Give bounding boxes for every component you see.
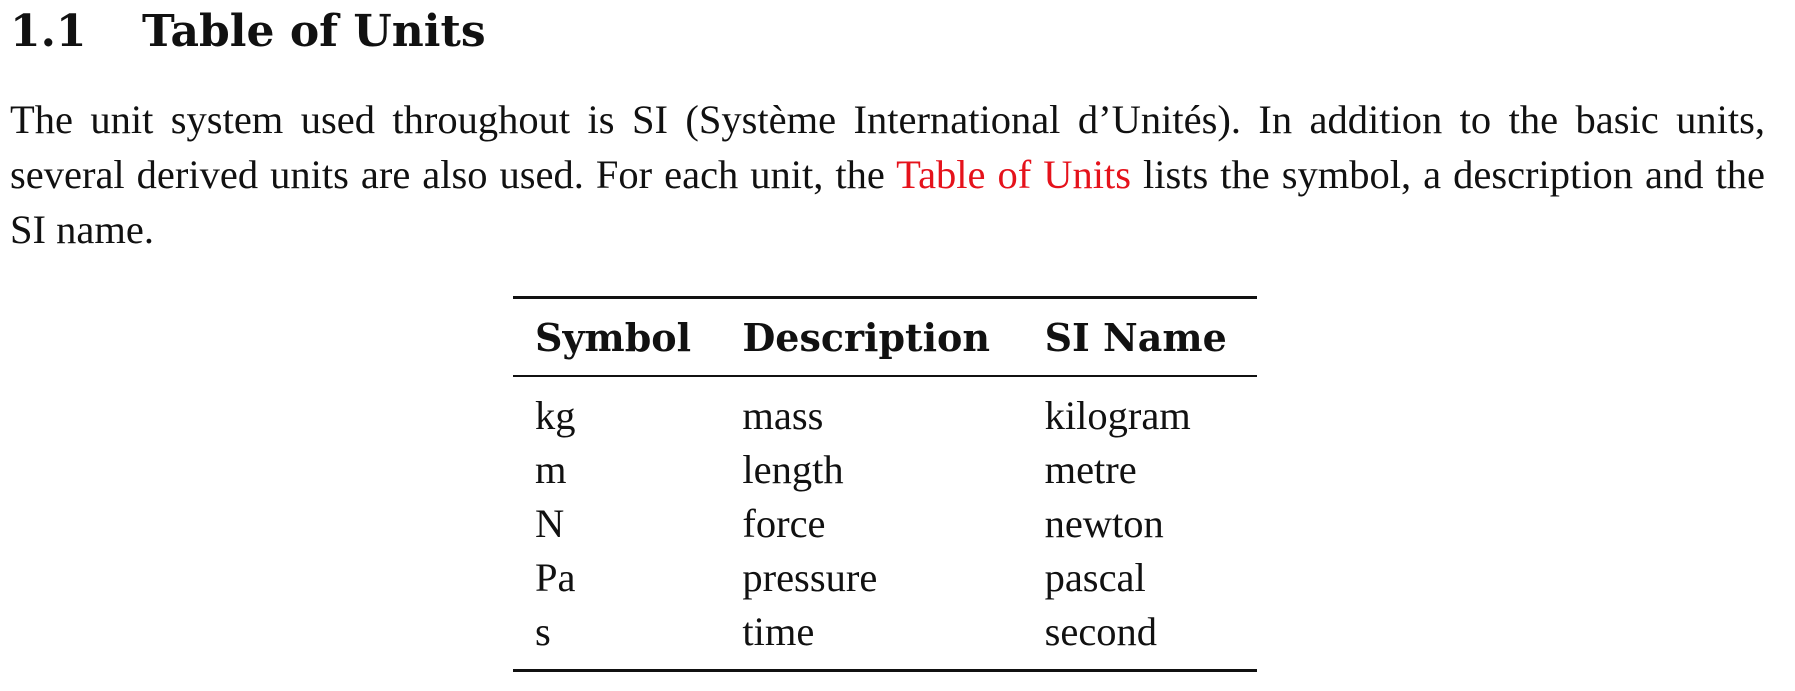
cell-description: force xyxy=(742,501,826,546)
section-heading: 1.1 Table of Units xyxy=(10,6,486,58)
header-description: Description xyxy=(742,314,990,360)
table-row: s time second xyxy=(513,605,1257,671)
header-row: Symbol Description SI Name xyxy=(513,297,1257,376)
cell-symbol: kg xyxy=(535,393,576,438)
cell-si-name: metre xyxy=(1044,447,1137,492)
cell-si-name: newton xyxy=(1044,501,1164,546)
table-row: kg mass kilogram xyxy=(513,376,1257,443)
cell-description: time xyxy=(742,609,815,654)
intro-text-part2: lists the symbol, a description and the … xyxy=(10,152,1765,252)
header-si-name: SI Name xyxy=(1044,314,1227,360)
cell-symbol: m xyxy=(535,447,567,492)
table-body: kg mass kilogram m length metre N force … xyxy=(513,376,1257,671)
header-symbol: Symbol xyxy=(535,314,692,360)
intro-paragraph: The unit system used throughout is SI (S… xyxy=(10,92,1765,257)
cell-description: pressure xyxy=(742,555,878,600)
section-title: Table of Units xyxy=(142,6,486,57)
cell-si-name: pascal xyxy=(1044,555,1146,600)
cell-symbol: Pa xyxy=(535,555,576,600)
units-table: Symbol Description SI Name kg mass kilog… xyxy=(513,296,1257,672)
cell-description: length xyxy=(742,447,844,492)
table-of-units-link[interactable]: Table of Units xyxy=(896,152,1132,197)
cell-si-name: kilogram xyxy=(1044,393,1191,438)
table-row: Pa pressure pascal xyxy=(513,551,1257,605)
cell-symbol: N xyxy=(535,501,565,546)
table-row: m length metre xyxy=(513,443,1257,497)
table-row: N force newton xyxy=(513,497,1257,551)
table-header: Symbol Description SI Name xyxy=(513,297,1257,376)
section-number: 1.1 xyxy=(10,6,87,57)
cell-symbol: s xyxy=(535,609,551,654)
intro-text-part1: The unit system used throughout is SI (S… xyxy=(10,97,1765,197)
cell-si-name: second xyxy=(1044,609,1158,654)
cell-description: mass xyxy=(742,393,824,438)
